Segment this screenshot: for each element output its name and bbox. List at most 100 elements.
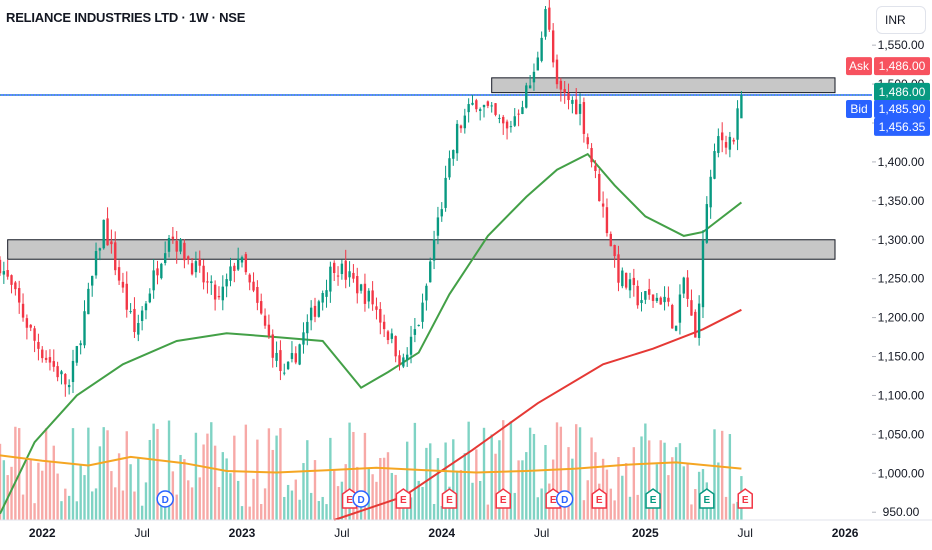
volume-bar	[624, 463, 628, 520]
time-axis-label: 2026	[832, 526, 859, 540]
volume-bar	[398, 499, 401, 520]
candle-body	[740, 94, 743, 119]
volume-bar	[671, 457, 674, 520]
candle-body	[532, 71, 536, 83]
volume-bar	[60, 501, 63, 520]
volume-bar	[279, 428, 282, 520]
candle-body	[167, 238, 171, 252]
price-axis-label: 1,350.00	[878, 194, 925, 208]
volume-bar	[678, 443, 682, 520]
candle-body	[528, 85, 532, 89]
volume-bar	[156, 428, 159, 520]
candle-body	[455, 123, 459, 154]
volume-bar	[117, 453, 121, 520]
candle-body	[632, 277, 636, 286]
price-tag-label: Ask	[849, 59, 870, 73]
volume-bar	[363, 432, 367, 520]
candle-body	[617, 254, 620, 283]
candle-body	[728, 136, 732, 150]
volume-bar	[37, 462, 40, 520]
candle-body	[187, 256, 190, 260]
event-marker: E	[737, 488, 753, 509]
volume-bar	[129, 464, 132, 520]
volume-bar	[67, 495, 71, 520]
volume-bar	[260, 504, 263, 520]
price-tag-label-box	[846, 99, 872, 118]
volume-bar	[648, 440, 651, 520]
candle-body	[544, 9, 547, 37]
volume-bar	[686, 463, 689, 520]
candle-body	[137, 323, 140, 335]
dividend-marker-icon	[555, 490, 574, 508]
time-axis-label: Jul	[738, 526, 753, 540]
candle-body	[586, 137, 589, 145]
candle-body	[559, 80, 563, 90]
volume-bar	[413, 422, 417, 520]
volume-bar	[271, 449, 274, 520]
candle-body	[217, 295, 221, 298]
price-axis-label: 1,300.00	[878, 233, 925, 247]
candle-body	[336, 275, 340, 277]
candle-body	[194, 261, 198, 273]
volume-bar	[71, 428, 75, 520]
volume-bar	[601, 458, 605, 520]
volume-bar	[83, 475, 86, 520]
volume-bar	[321, 496, 324, 520]
price-tag-box	[874, 57, 930, 76]
volume-bar	[137, 458, 140, 520]
candle-body	[490, 105, 493, 107]
candle-body	[313, 305, 317, 317]
candle-body	[91, 275, 94, 286]
candle-body	[156, 268, 159, 276]
candle-body	[52, 361, 55, 367]
volume-bar	[452, 439, 455, 520]
volume-moving-average-line	[0, 454, 742, 474]
volume-bar	[544, 444, 547, 520]
candle-body	[140, 310, 144, 322]
volume-bar	[309, 492, 313, 520]
candle-body	[356, 276, 359, 294]
candle-body	[290, 352, 294, 359]
candle-body	[275, 352, 278, 361]
price-axis-label: 1,100.00	[878, 388, 925, 402]
volume-bar	[14, 426, 17, 520]
volume-bar	[674, 447, 678, 520]
volume-bar	[286, 484, 290, 520]
volume-bar	[267, 428, 271, 520]
volume-bar	[87, 427, 90, 520]
candle-body	[494, 103, 497, 115]
volume-bar	[183, 459, 186, 520]
candle-body	[386, 331, 390, 341]
volume-bar	[167, 420, 171, 520]
candle-body	[179, 239, 182, 252]
volume-bar	[175, 494, 178, 520]
candle-body	[382, 321, 386, 330]
earnings-marker-icon	[395, 488, 412, 509]
volume-bar	[586, 480, 589, 520]
volume-bar	[382, 457, 386, 520]
candle-body	[133, 308, 136, 333]
price-axis-label: 1,400.00	[878, 155, 925, 169]
candle-body	[6, 270, 9, 277]
candle-body	[709, 176, 712, 208]
volume-bar	[728, 434, 732, 520]
volume-bar	[482, 427, 486, 520]
volume-bar	[133, 491, 136, 520]
volume-bar	[233, 435, 236, 520]
volume-bar	[79, 464, 82, 520]
candle-body	[717, 136, 720, 153]
currency-button[interactable]: INR	[876, 6, 926, 34]
candle-body	[482, 104, 486, 108]
candle-body	[671, 305, 674, 329]
volume-bar	[94, 488, 98, 520]
candle-body	[225, 279, 228, 287]
candle-body	[551, 30, 555, 63]
volume-bar	[494, 453, 497, 520]
candle-body	[117, 267, 121, 281]
volume-bar	[367, 467, 370, 520]
earnings-marker-icon	[441, 488, 458, 509]
candle-body	[421, 302, 424, 322]
volume-bar	[348, 422, 351, 520]
